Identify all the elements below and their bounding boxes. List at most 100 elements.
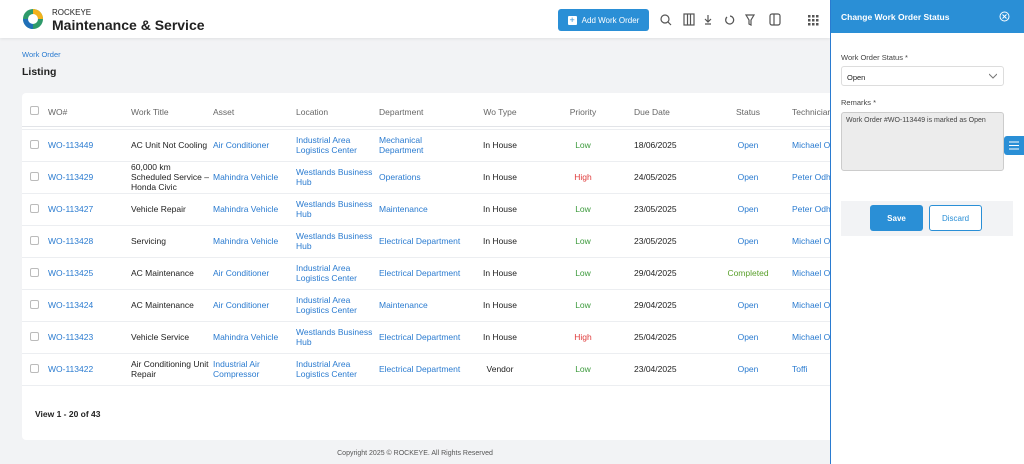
table-cell: Open (737, 172, 759, 182)
table-cell: Low (575, 268, 591, 278)
table-cell[interactable]: WO-113422 (48, 364, 94, 374)
panel-actions: Save Discard (841, 201, 1013, 236)
row-checkbox[interactable] (30, 140, 39, 149)
table-cell[interactable]: WO-113424 (48, 300, 94, 310)
table-cell[interactable]: Industrial Air Compressor (213, 359, 260, 379)
table-cell[interactable]: Industrial Area Logistics Center (296, 295, 357, 315)
table-cell: AC Maintenance (131, 300, 194, 310)
table-cell: In House (482, 172, 518, 182)
table-cell[interactable]: Industrial Area Logistics Center (296, 359, 357, 379)
table-cell[interactable]: WO-113449 (48, 140, 94, 150)
remarks-label: Remarks * (841, 98, 877, 107)
row-divider (22, 321, 832, 322)
select-all-checkbox[interactable] (30, 106, 39, 115)
table-cell: Completed (727, 268, 769, 278)
row-divider (22, 193, 832, 194)
table-cell[interactable]: Peter Odh (792, 204, 831, 214)
search-icon[interactable] (660, 14, 670, 24)
discard-button[interactable]: Discard (929, 205, 982, 231)
status-select[interactable]: Open (841, 66, 1004, 86)
table-cell[interactable]: Mahindra Vehicle (213, 172, 279, 182)
row-checkbox[interactable] (30, 172, 39, 181)
status-label: Work Order Status * (841, 53, 908, 62)
table-cell: 29/04/2025 (634, 300, 677, 310)
table-cell[interactable]: Michael O (792, 140, 831, 150)
brand: ROCKEYE (52, 8, 92, 17)
header: ROCKEYE Maintenance & Service + Add Work … (0, 0, 830, 38)
table-cell[interactable]: Air Conditioner (213, 300, 270, 310)
row-checkbox[interactable] (30, 300, 39, 309)
breadcrumb[interactable]: Work Order (22, 50, 61, 59)
row-checkbox[interactable] (30, 204, 39, 213)
logo (23, 9, 43, 29)
apps-icon[interactable] (808, 15, 819, 26)
table-cell[interactable]: WO-113427 (48, 204, 94, 214)
add-work-order-button[interactable]: + Add Work Order (558, 9, 649, 31)
table-cell: Low (575, 236, 591, 246)
table-cell[interactable]: Electrical Department (379, 364, 461, 374)
row-divider (22, 257, 832, 258)
table-cell: In House (482, 268, 518, 278)
table-cell: Open (737, 236, 759, 246)
table-cell[interactable]: Michael O (792, 300, 831, 310)
table-cell[interactable]: Westlands Business Hub (296, 199, 373, 219)
row-checkbox[interactable] (30, 236, 39, 245)
table-cell[interactable]: Michael O (792, 236, 831, 246)
row-divider (22, 353, 832, 354)
table-cell[interactable]: Operations (379, 172, 421, 182)
filter-icon[interactable] (744, 14, 756, 26)
table-cell[interactable]: WO-113423 (48, 332, 94, 342)
button-label: Add Work Order (581, 15, 640, 25)
page-title: Listing (22, 66, 57, 78)
close-icon[interactable] (999, 11, 1010, 22)
table-cell[interactable]: Mahindra Vehicle (213, 236, 279, 246)
columns-icon[interactable] (683, 13, 695, 26)
settings-tab[interactable] (1004, 136, 1024, 155)
column-header: Status (735, 107, 761, 117)
table-cell: Open (737, 332, 759, 342)
table-cell: Vehicle Repair (131, 204, 186, 214)
column-header: Priority (569, 107, 597, 117)
table-cell[interactable]: Peter Odh (792, 172, 831, 182)
column-header: WO# (48, 107, 68, 117)
table-cell[interactable]: Westlands Business Hub (296, 327, 373, 347)
table-cell[interactable]: Electrical Department (379, 268, 461, 278)
toolbar-icons (660, 13, 819, 26)
table-cell: Low (575, 140, 591, 150)
table-cell[interactable]: Industrial Area Logistics Center (296, 263, 357, 283)
side-panel: Change Work Order Status Work Order Stat… (830, 0, 1024, 464)
table-cell[interactable]: Mahindra Vehicle (213, 332, 279, 342)
table-cell: In House (482, 300, 518, 310)
table-cell[interactable]: Mechanical Department (379, 135, 424, 155)
table-cell[interactable]: Air Conditioner (213, 268, 270, 278)
row-checkbox[interactable] (30, 268, 39, 277)
table-cell[interactable]: WO-113428 (48, 236, 94, 246)
save-button[interactable]: Save (870, 205, 923, 231)
table-cell: Low (575, 300, 591, 310)
table-cell[interactable]: Westlands Business Hub (296, 231, 373, 251)
table-cell[interactable]: Electrical Department (379, 332, 461, 342)
table-cell: Open (737, 140, 759, 150)
row-checkbox[interactable] (30, 364, 39, 373)
table-cell[interactable]: Michael O (792, 332, 831, 342)
refresh-icon[interactable] (725, 15, 735, 25)
table-cell: Open (737, 300, 759, 310)
layout-icon[interactable] (769, 13, 781, 26)
table-cell: Servicing (131, 236, 166, 246)
table-cell[interactable]: Maintenance (379, 204, 428, 214)
table-cell[interactable]: Westlands Business Hub (296, 167, 373, 187)
table-cell[interactable]: Air Conditioner (213, 140, 270, 150)
table-cell[interactable]: WO-113425 (48, 268, 94, 278)
table-cell[interactable]: WO-113429 (48, 172, 94, 182)
table-cell[interactable]: Industrial Area Logistics Center (296, 135, 357, 155)
panel-title: Change Work Order Status (841, 12, 950, 22)
remarks-textarea[interactable]: Work Order #WO-113449 is marked as Open (841, 112, 1004, 171)
table-cell[interactable]: Maintenance (379, 300, 428, 310)
row-checkbox[interactable] (30, 332, 39, 341)
table-cell[interactable]: Electrical Department (379, 236, 461, 246)
table-cell[interactable]: Michael O (792, 268, 831, 278)
download-icon[interactable] (704, 15, 712, 25)
table-cell[interactable]: Toffi (792, 364, 808, 374)
table-cell[interactable]: Mahindra Vehicle (213, 204, 279, 214)
